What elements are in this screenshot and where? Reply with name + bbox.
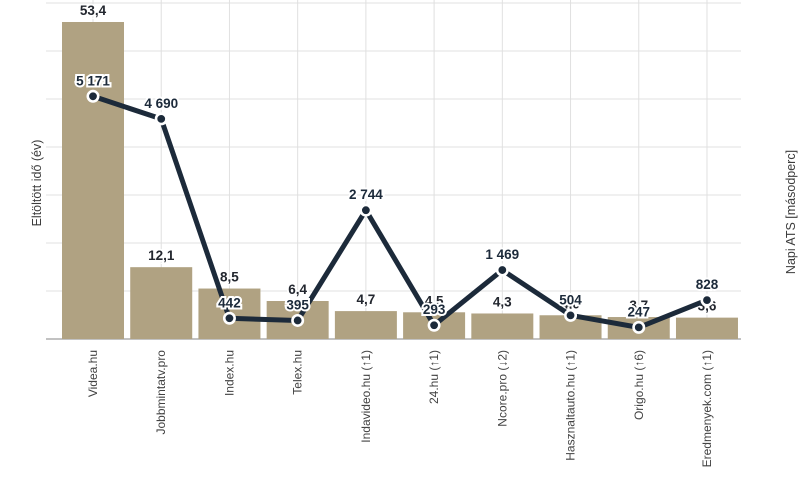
category-label: Indavideo.hu (↑1) <box>359 350 373 443</box>
bar-value-label: 53,4 <box>80 3 107 18</box>
line-point <box>154 112 168 126</box>
bar-Hasznaltauto.hu (↑1) <box>539 315 602 339</box>
line-value-label: 1 469 <box>485 247 519 262</box>
bar-Videa.hu <box>62 22 124 339</box>
line-point <box>564 308 578 322</box>
line-point <box>291 313 305 327</box>
bar-value-label: 3,7 <box>629 298 648 313</box>
line-value-label: 247 <box>627 304 650 319</box>
category-label: Eredmenyek.com (↑1) <box>700 350 714 467</box>
line-point <box>632 320 646 334</box>
line-value-label: 5 171 <box>76 73 110 88</box>
line-value-label: 828 <box>696 277 719 292</box>
category-label: Origo.hu (↑6) <box>632 350 646 420</box>
line-point <box>495 263 509 277</box>
bar-value-label: 4,5 <box>425 293 444 308</box>
y-axis-title-right: Napi ATS [másodperc] <box>784 149 798 275</box>
line-point <box>427 318 441 332</box>
bar-value-label: 6,4 <box>288 282 307 297</box>
line-point <box>700 293 714 307</box>
bar-Eredmenyek.com (↑1) <box>675 317 738 339</box>
bar-value-label: 4,7 <box>356 292 375 307</box>
bar-Indavideo.hu (↑1) <box>334 311 397 339</box>
line-point <box>359 203 373 217</box>
category-label: Telex.hu <box>291 350 305 395</box>
line-value-label: 504 <box>559 292 582 307</box>
line-value-label: 395 <box>286 297 309 312</box>
bar-Jobbmintatv.pro <box>130 267 193 339</box>
bar-value-label: 8,5 <box>220 270 239 285</box>
category-label: Index.hu <box>222 350 236 396</box>
line-point <box>222 311 236 325</box>
bar-value-label: 4,3 <box>493 294 512 309</box>
line-value-label: 4 690 <box>144 96 178 111</box>
ats-line <box>90 93 710 330</box>
category-label: Videa.hu <box>86 350 100 397</box>
bar-value-label: 12,1 <box>148 248 175 263</box>
category-label: 24.hu (↑1) <box>427 350 441 404</box>
bar-value-label: 4,0 <box>561 296 580 311</box>
category-label: Hasznaltauto.hu (↑1) <box>564 350 578 461</box>
bar-Ncore.pro (↓2) <box>471 313 534 339</box>
category-label: Ncore.pro (↓2) <box>495 350 509 427</box>
category-label: Jobbmintatv.pro <box>154 350 168 435</box>
line-value-label: 442 <box>218 295 241 310</box>
line-value-label: 293 <box>423 302 446 317</box>
y-axis-title-left: Eltöltött idő (év) <box>30 139 44 227</box>
line-point <box>86 89 100 103</box>
line-value-label: 2 744 <box>349 187 383 202</box>
